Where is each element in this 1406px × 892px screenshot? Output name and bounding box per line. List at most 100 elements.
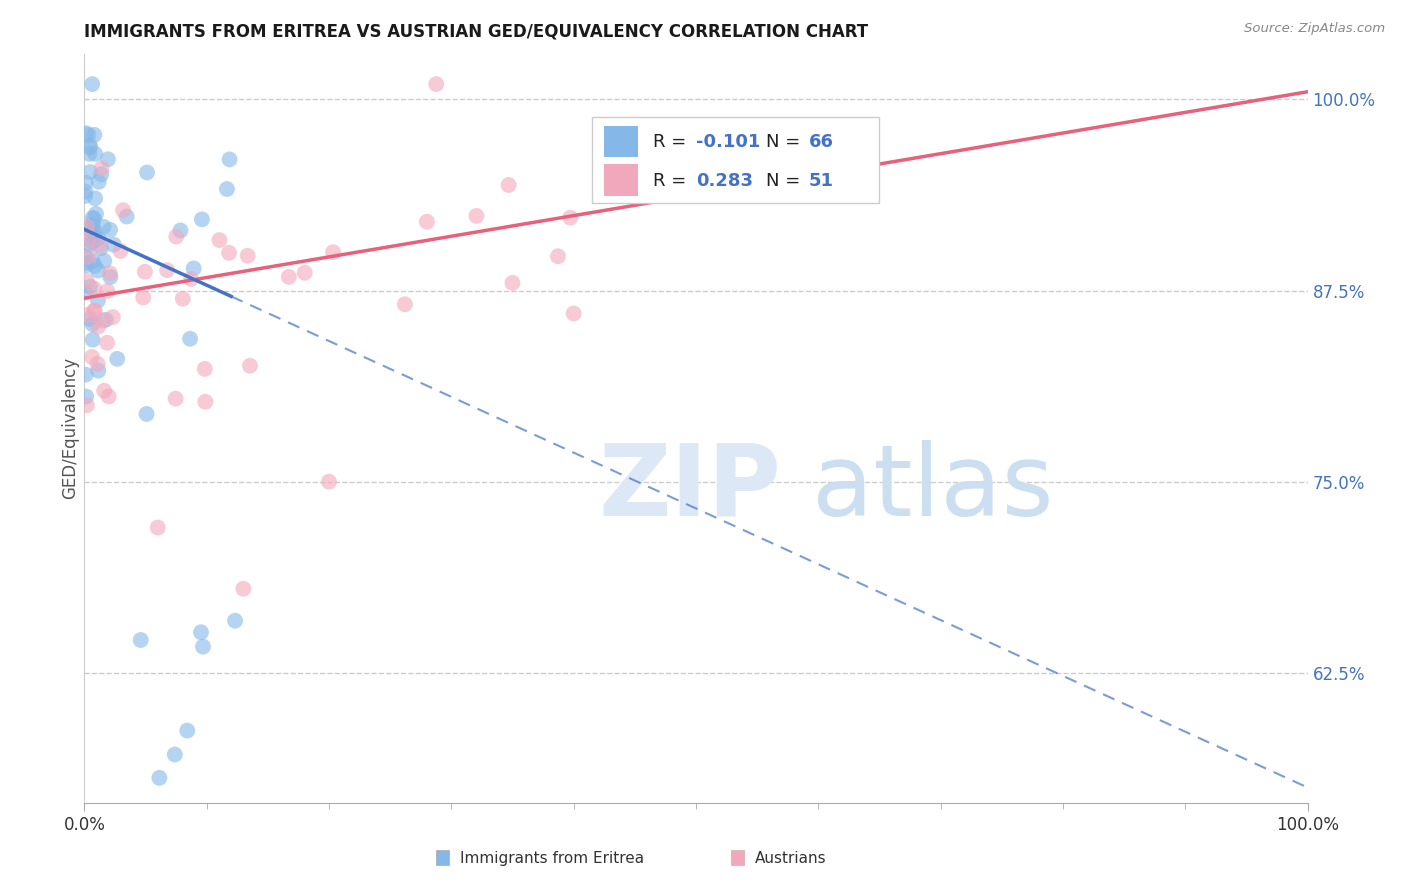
Point (82, 254, 104, 268)
Point (89, 238, 111, 252)
Point (224, 614, 246, 628)
Point (180, 272, 202, 286)
Point (87, 232, 110, 246)
Point (294, 266, 316, 280)
Point (76, 308, 98, 322)
Point (98, 266, 121, 280)
Point (82, 318, 104, 332)
Point (80, 350, 103, 364)
Point (97, 389, 120, 403)
Text: N =: N = (766, 133, 806, 151)
Point (77, 238, 100, 252)
Point (75, 249, 97, 263)
Point (103, 237, 125, 252)
Point (84, 146, 107, 161)
Text: N =: N = (766, 172, 806, 190)
Point (190, 625, 212, 640)
Text: atlas: atlas (813, 440, 1054, 537)
Point (94, 313, 117, 327)
Point (87, 319, 110, 334)
Point (146, 520, 169, 534)
Point (87, 364, 110, 378)
Point (132, 290, 155, 304)
Point (165, 392, 187, 406)
Point (82, 211, 104, 225)
Point (172, 292, 194, 306)
Point (79, 146, 101, 161)
Point (96, 284, 118, 298)
Point (215, 182, 238, 196)
Point (465, 209, 488, 223)
Point (110, 244, 132, 258)
Point (322, 245, 344, 260)
Point (218, 245, 240, 260)
Point (75, 126, 97, 140)
Point (239, 359, 262, 373)
Point (82, 77, 104, 91)
Point (93, 384, 115, 398)
Point (75, 285, 97, 300)
Point (136, 165, 159, 179)
Point (77, 233, 100, 247)
Text: Austrians: Austrians (755, 851, 827, 866)
FancyBboxPatch shape (592, 117, 880, 203)
Point (76, 219, 98, 234)
Point (562, 306, 585, 320)
Point (98, 223, 121, 237)
Point (101, 310, 124, 325)
Point (79, 279, 101, 293)
Text: 0.283: 0.283 (696, 172, 754, 190)
Point (75, 189, 97, 203)
Text: 66: 66 (808, 133, 834, 151)
Point (232, 582, 254, 596)
Point (90, 161, 112, 176)
Point (84, 191, 107, 205)
Point (87, 293, 110, 308)
Point (76, 398, 98, 412)
Point (115, 210, 138, 224)
Text: ZIP: ZIP (598, 440, 780, 537)
Point (194, 362, 217, 376)
Point (77, 221, 100, 235)
Point (176, 723, 198, 738)
Text: IMMIGRANTS FROM ERITREA VS AUSTRIAN GED/EQUIVALENCY CORRELATION CHART: IMMIGRANTS FROM ERITREA VS AUSTRIAN GED/… (84, 23, 869, 41)
Point (134, 265, 156, 279)
Point (82, 333, 104, 347)
Point (75, 368, 97, 382)
Point (93, 219, 115, 234)
Point (97, 153, 120, 167)
Point (183, 261, 205, 276)
Point (560, 211, 582, 225)
Point (76, 274, 98, 288)
Point (498, 178, 520, 192)
Point (83, 128, 105, 142)
Point (83, 303, 105, 318)
FancyBboxPatch shape (605, 126, 638, 157)
Point (96, 335, 118, 350)
Point (83, 259, 105, 273)
Point (394, 297, 416, 311)
Text: Immigrants from Eritrea: Immigrants from Eritrea (460, 851, 644, 866)
Point (83, 211, 105, 226)
Y-axis label: GED/Equivalency: GED/Equivalency (62, 357, 80, 500)
Point (77, 250, 100, 264)
Point (79, 312, 101, 326)
Point (93, 254, 115, 268)
Point (90, 167, 112, 181)
Text: Source: ZipAtlas.com: Source: ZipAtlas.com (1244, 22, 1385, 36)
Text: -0.101: -0.101 (696, 133, 761, 151)
Point (84, 225, 107, 239)
Point (79, 141, 101, 155)
Point (165, 229, 187, 244)
Point (318, 475, 340, 489)
Point (82, 235, 104, 249)
Point (87, 263, 110, 277)
Point (156, 263, 179, 277)
Point (100, 270, 122, 285)
Point (502, 276, 524, 290)
Point (79, 138, 101, 153)
Point (75, 390, 97, 404)
Point (83, 303, 105, 318)
Point (76, 258, 98, 272)
Point (79, 165, 101, 179)
